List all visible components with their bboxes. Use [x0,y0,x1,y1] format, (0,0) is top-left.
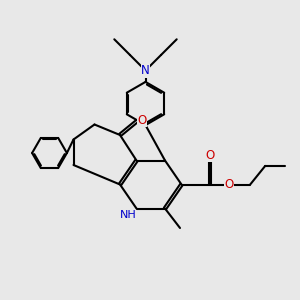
Text: O: O [137,113,146,127]
Text: NH: NH [120,210,136,220]
Text: N: N [141,64,150,77]
Text: O: O [206,149,214,162]
Text: O: O [225,178,234,191]
